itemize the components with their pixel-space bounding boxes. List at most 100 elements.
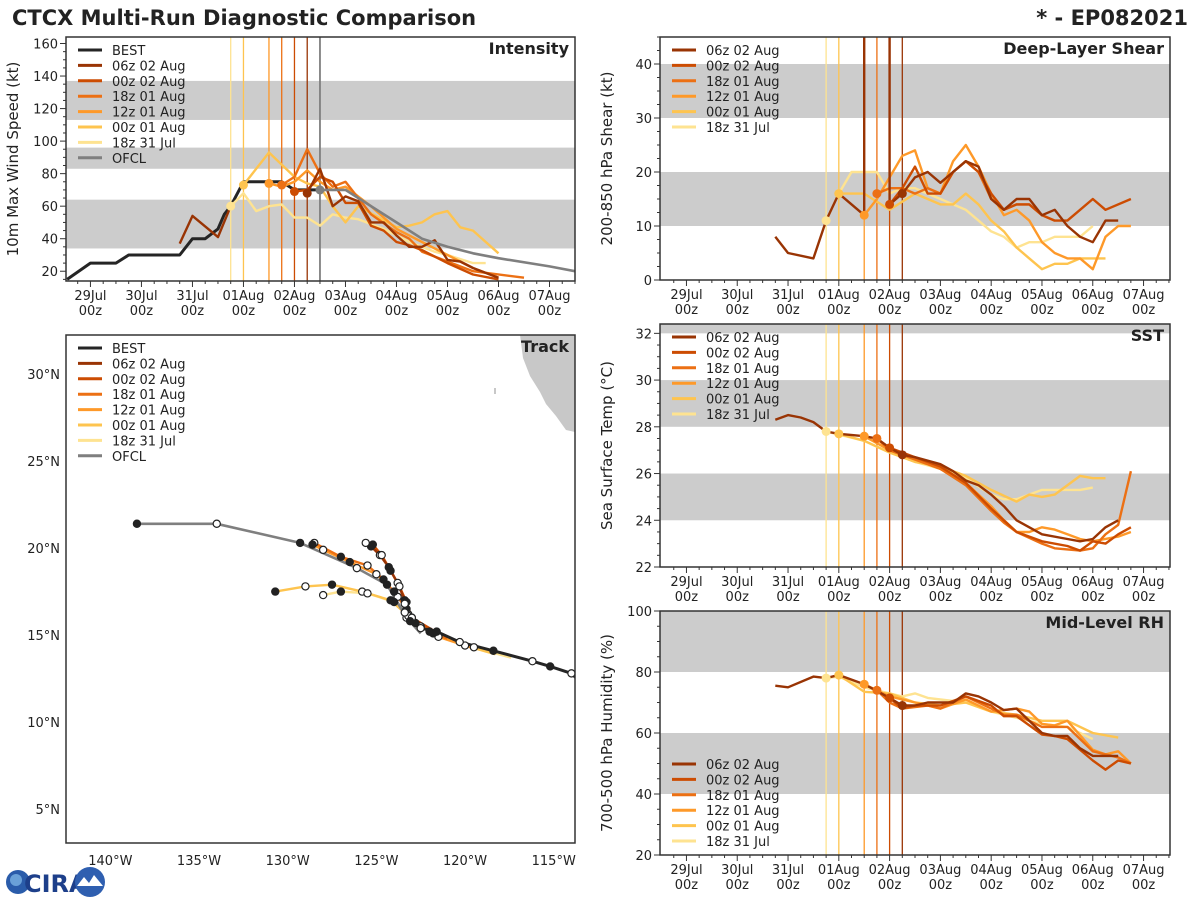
shear-panel: 29Jul00z30Jul00z31Jul00z01Aug00z02Aug00z… (598, 36, 1171, 318)
x-tick-label: 00z (878, 878, 902, 893)
track-position-marker (489, 646, 498, 655)
init-marker-2 (872, 433, 882, 443)
y-tick-label: 80 (41, 168, 58, 183)
x-tick-label: 00z (776, 878, 800, 893)
storm-id: * - EP082021 (1036, 6, 1188, 30)
x-tick-label: 00z (334, 304, 358, 319)
lon-tick-label: 135°W (177, 854, 221, 869)
track-position-marker (271, 587, 280, 596)
x-tick-label: 30Jul (721, 288, 753, 303)
x-tick-label: 00z (675, 303, 699, 318)
y-axis-label: Sea Surface Temp (°C) (598, 361, 616, 530)
legend-label: OFCL (112, 152, 147, 167)
y-tick-label: 10 (635, 220, 652, 235)
init-marker-4 (834, 429, 844, 439)
track-position-marker (455, 637, 464, 647)
x-tick-label: 04Aug (970, 288, 1012, 303)
track-position-marker (345, 557, 354, 567)
y-tick-label: 100 (33, 135, 58, 150)
init-marker-1 (885, 693, 895, 703)
x-tick-label: 02Aug (869, 288, 911, 303)
track-position-marker (318, 545, 328, 555)
x-tick-label: 29Jul (670, 863, 702, 878)
land-mass (520, 335, 575, 432)
y-tick-label: 140 (33, 70, 58, 85)
init-marker-0 (302, 188, 312, 198)
run-line-1 (889, 446, 1132, 552)
init-marker-2 (872, 685, 882, 695)
x-tick-label: 05Aug (1021, 863, 1063, 878)
threshold-band (660, 64, 1170, 118)
x-tick-label: 06Aug (1072, 575, 1114, 590)
x-tick-label: 00z (675, 590, 699, 605)
y-axis-label: 10m Max Wind Speed (kt) (4, 62, 22, 257)
x-tick-label: 01Aug (818, 288, 860, 303)
lon-tick-label: 140°W (88, 854, 132, 869)
track-position-marker (577, 678, 584, 685)
x-tick-label: 00z (878, 303, 902, 318)
track-position-marker (336, 587, 346, 596)
run-line-4 (838, 432, 1106, 503)
x-tick-label: 03Aug (919, 575, 961, 590)
x-tick-label: 00z (827, 878, 851, 893)
init-marker-0 (897, 701, 907, 711)
y-tick-label: 60 (41, 200, 58, 215)
legend-label: 18z 01 Aug (706, 789, 780, 804)
x-tick-label: 00z (979, 590, 1003, 605)
track-position-marker (389, 587, 399, 596)
y-tick-label: 0 (644, 274, 652, 289)
x-tick-label: 31Jul (176, 289, 208, 304)
x-tick-label: 07Aug (1123, 288, 1165, 303)
y-axis-label: 200-850 hPa Shear (kt) (598, 72, 616, 246)
y-tick-label: 32 (635, 327, 652, 342)
legend-label: 06z 02 Aug (112, 357, 186, 372)
x-tick-label: 02Aug (869, 863, 911, 878)
x-tick-label: 01Aug (818, 575, 860, 590)
x-tick-label: 03Aug (325, 289, 367, 304)
rh-panel: 29Jul00z30Jul00z31Jul00z01Aug00z02Aug00z… (598, 605, 1171, 893)
x-tick-label: 00z (776, 303, 800, 318)
legend-label: BEST (112, 342, 145, 357)
x-tick-label: 00z (726, 590, 750, 605)
x-tick-label: 00z (1081, 878, 1105, 893)
plot-area (660, 611, 1170, 855)
track-position-marker (379, 575, 388, 584)
intensity-panel: 29Jul00z30Jul00z31Jul00z01Aug00z02Aug00z… (4, 36, 576, 319)
y-tick-label: 40 (635, 58, 652, 73)
legend-label: 12z 01 Aug (706, 804, 780, 819)
y-tick-label: 28 (635, 421, 652, 436)
track-position-marker (389, 597, 399, 607)
y-tick-label: 40 (41, 233, 58, 248)
lat-tick-label: 10°N (27, 716, 60, 731)
panel-title: SST (1131, 326, 1164, 345)
panel-title: Mid-Level RH (1045, 613, 1164, 632)
legend-label: BEST (112, 44, 145, 59)
track-position-marker (352, 563, 362, 573)
legend-label: 18z 01 Aug (706, 362, 780, 377)
plot-area (660, 37, 1170, 280)
init-marker-1 (885, 199, 895, 209)
x-tick-label: 03Aug (919, 288, 961, 303)
track-position-marker (336, 552, 346, 562)
init-marker-0 (897, 189, 907, 199)
legend-label: 18z 01 Aug (112, 90, 186, 105)
y-tick-label: 26 (635, 468, 652, 483)
x-tick-label: 00z (385, 304, 409, 319)
x-tick-label: 06Aug (1072, 863, 1114, 878)
island (494, 388, 496, 394)
track-position-marker (363, 589, 372, 598)
x-tick-label: 07Aug (1123, 575, 1165, 590)
lon-tick-label: 120°W (443, 854, 487, 869)
x-tick-label: 05Aug (1021, 288, 1063, 303)
x-tick-label: 00z (929, 303, 953, 318)
x-tick-label: 04Aug (376, 289, 418, 304)
run-line-1 (888, 695, 1132, 771)
y-tick-label: 100 (627, 605, 652, 620)
x-tick-label: 00z (1030, 878, 1054, 893)
run-line-5 (229, 192, 486, 265)
lon-tick-label: 115°W (532, 854, 576, 869)
legend-label: 00z 01 Aug (706, 106, 780, 121)
plot-area (660, 324, 1170, 567)
